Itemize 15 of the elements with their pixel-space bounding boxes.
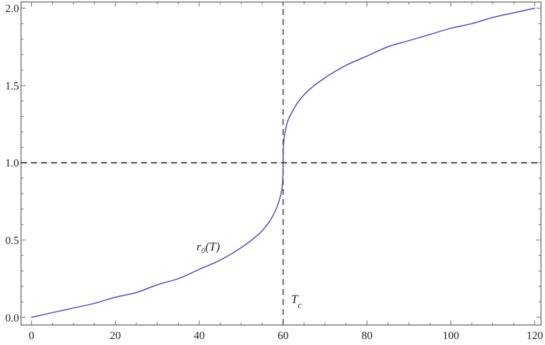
ref-line-label: T$_{c}$: [291, 292, 302, 310]
y-tick-label: 0.5: [5, 235, 20, 247]
y-tick-label: 2.0: [5, 3, 20, 16]
x-tick-label: 80: [361, 330, 373, 342]
x-tick-label: 40: [194, 330, 206, 342]
x-tick-label: 0: [28, 330, 35, 342]
y-tick-label: 1.5: [5, 80, 20, 92]
x-tick-label: 60: [278, 330, 290, 342]
line-series: [30, 8, 536, 318]
x-tick-label: 120: [526, 330, 544, 342]
x-tick-label: 20: [110, 330, 122, 342]
x-tick-label: 100: [442, 330, 460, 342]
annotation: r₀(T): [196, 240, 220, 254]
y-tick-label: 1.0: [5, 158, 20, 170]
y-tick-label: 0.0: [5, 312, 20, 324]
